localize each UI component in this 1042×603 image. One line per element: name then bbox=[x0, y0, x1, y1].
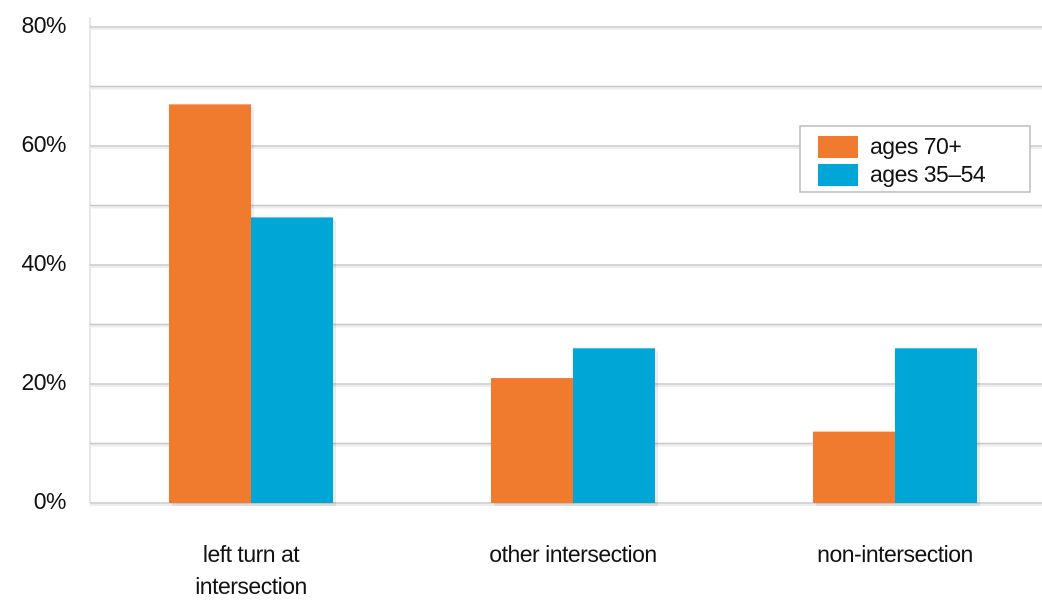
y-tick-label: 20% bbox=[21, 369, 66, 395]
legend-swatch bbox=[818, 136, 858, 158]
x-tick-label: non-intersection bbox=[817, 541, 973, 567]
bar bbox=[251, 217, 333, 503]
bar bbox=[895, 348, 977, 503]
x-tick-label: other intersection bbox=[489, 541, 657, 567]
bar bbox=[813, 431, 895, 503]
legend-label: ages 35–54 bbox=[870, 161, 986, 187]
y-tick-label: 60% bbox=[21, 131, 66, 157]
y-tick-label: 40% bbox=[21, 250, 66, 276]
bar bbox=[573, 348, 655, 503]
y-tick-label: 0% bbox=[34, 488, 66, 514]
bar bbox=[491, 378, 573, 503]
legend-label: ages 70+ bbox=[870, 133, 961, 159]
legend: ages 70+ages 35–54 bbox=[799, 125, 1031, 193]
legend-swatch bbox=[818, 164, 858, 186]
x-tick-label: left turn at intersection bbox=[195, 541, 307, 599]
bar bbox=[169, 104, 251, 503]
y-tick-label: 80% bbox=[21, 12, 66, 38]
